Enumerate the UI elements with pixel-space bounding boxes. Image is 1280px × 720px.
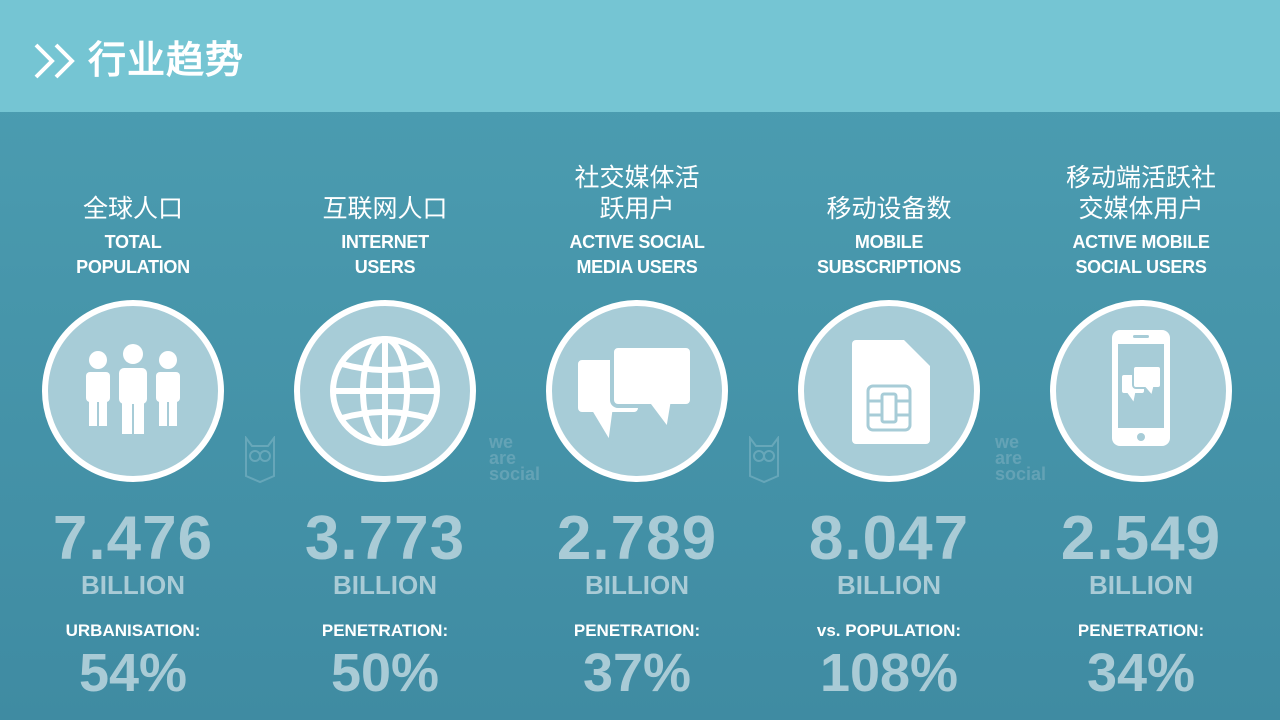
owl-logo-watermark-icon bbox=[245, 436, 275, 484]
stat-title-en: INTERNET USERS bbox=[341, 232, 429, 277]
stat-icon-circle bbox=[42, 300, 224, 482]
stat-title-cn: 移动端活跃社 交媒体用户 bbox=[1065, 163, 1216, 223]
stat-number: 2.549 bbox=[1060, 504, 1222, 573]
stat-unit: BILLION bbox=[585, 570, 689, 600]
stat-title-cn: 互联网人口 bbox=[322, 194, 448, 223]
watermark-line: social bbox=[489, 464, 541, 484]
stat-sub-label: PENETRATION: bbox=[321, 621, 449, 640]
stat-unit: BILLION bbox=[837, 570, 941, 600]
stat-title-cn: 移动设备数 bbox=[826, 194, 952, 223]
stat-icon-circle bbox=[546, 300, 728, 482]
we-are-social-watermark: we are social bbox=[489, 432, 541, 484]
stat-title-en: MOBILE SUBSCRIPTIONS bbox=[816, 232, 962, 277]
sim-card-icon bbox=[852, 340, 930, 444]
smartphone-chat-icon bbox=[1112, 330, 1170, 446]
owl-logo-watermark-icon bbox=[749, 436, 779, 484]
watermark-line: are bbox=[489, 448, 517, 468]
stat-percent: 54% bbox=[78, 643, 188, 703]
stat-sub-label: PENETRATION: bbox=[573, 621, 701, 640]
stat-column-internet-users: 互联网人口 INTERNET USERS 3.773 BILLION PENET… bbox=[260, 112, 510, 720]
stat-icon-circle bbox=[1050, 300, 1232, 482]
stat-number: 3.773 bbox=[304, 504, 466, 573]
stat-title-en: ACTIVE SOCIAL MEDIA USERS bbox=[569, 232, 705, 277]
we-are-social-watermark: we are social bbox=[995, 432, 1047, 484]
page-title: 行业趋势 bbox=[88, 38, 245, 82]
stat-unit: BILLION bbox=[81, 570, 185, 600]
stat-number: 2.789 bbox=[556, 504, 718, 573]
stat-sub-label: vs. POPULATION: bbox=[816, 621, 962, 640]
stat-unit: BILLION bbox=[1089, 570, 1193, 600]
stat-icon-circle bbox=[294, 300, 476, 482]
double-chevron-icon bbox=[34, 43, 75, 79]
stat-column-mobile-subscriptions: 移动设备数 MOBILE SUBSCRIPTIONS 8.047 BILLION… bbox=[764, 112, 1014, 720]
stat-percent: 34% bbox=[1086, 643, 1196, 703]
watermark-line: we bbox=[995, 432, 1020, 452]
stat-sub-label: URBANISATION: bbox=[65, 621, 201, 640]
globe-icon bbox=[330, 336, 440, 446]
stat-number: 7.476 bbox=[52, 504, 214, 573]
stat-column-total-population: 全球人口 TOTAL POPULATION 7.476 BILLION URBA… bbox=[8, 112, 258, 720]
stat-title-cn: 社交媒体活 跃用户 bbox=[574, 163, 700, 223]
stat-title-cn: 全球人口 bbox=[82, 194, 183, 223]
stat-title-en: TOTAL POPULATION bbox=[76, 232, 190, 277]
people-icon bbox=[86, 344, 180, 434]
stat-sub-label: PENETRATION: bbox=[1077, 621, 1205, 640]
header-bar: 行业趋势 bbox=[0, 0, 1280, 112]
watermark-line: social bbox=[995, 464, 1047, 484]
stat-percent: 37% bbox=[582, 643, 692, 703]
stat-icon-circle bbox=[798, 300, 980, 482]
stat-title-en: ACTIVE MOBILE SOCIAL USERS bbox=[1072, 232, 1210, 277]
watermark-line: are bbox=[995, 448, 1023, 468]
stat-number: 8.047 bbox=[808, 504, 970, 573]
stat-column-active-social-media-users: 社交媒体活 跃用户 ACTIVE SOCIAL MEDIA USERS 2.78… bbox=[512, 112, 762, 720]
stat-column-active-mobile-social-users: 移动端活跃社 交媒体用户 ACTIVE MOBILE SOCIAL USERS … bbox=[1016, 112, 1266, 720]
chat-bubbles-icon bbox=[574, 344, 694, 450]
stat-unit: BILLION bbox=[333, 570, 437, 600]
stat-percent: 108% bbox=[819, 643, 959, 703]
watermark-line: we bbox=[489, 432, 514, 452]
stat-percent: 50% bbox=[330, 643, 440, 703]
